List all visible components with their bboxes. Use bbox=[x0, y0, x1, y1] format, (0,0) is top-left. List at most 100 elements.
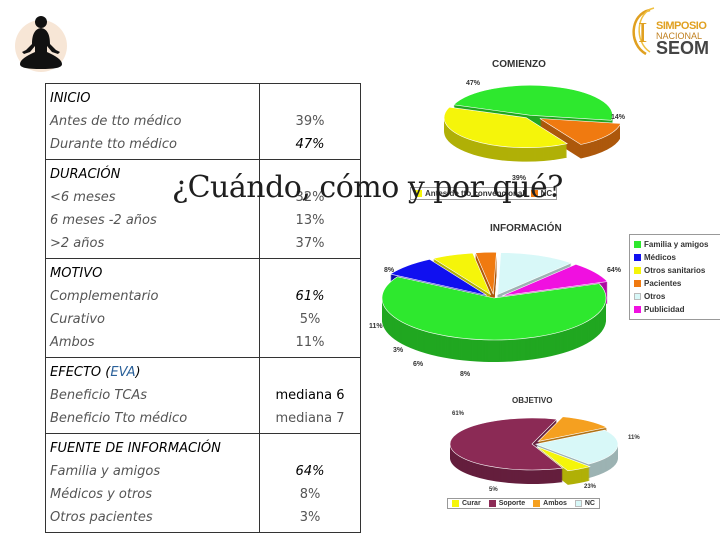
legend-label: Pacientes bbox=[644, 279, 682, 288]
row-label: Otros pacientes bbox=[50, 510, 153, 525]
legend-item: NC bbox=[574, 500, 595, 507]
legend-label: Antes de tto convencional bbox=[425, 189, 525, 198]
legend-label: Soporte bbox=[498, 500, 526, 507]
pie-slice-otros-sanitarios bbox=[432, 252, 492, 296]
section-heading-duracion: DURACIÓN bbox=[50, 167, 121, 182]
seom-swirl-icon bbox=[632, 7, 655, 56]
pie-slice-otros bbox=[497, 252, 573, 295]
row-value: 47% bbox=[295, 137, 325, 152]
chart-title-informacion: INFORMACIÓN bbox=[490, 223, 562, 234]
row-label: 6 meses -2 años bbox=[50, 213, 157, 228]
table-row-duracion: DURACIÓN <6 meses 6 meses -2 años >2 año… bbox=[45, 159, 361, 259]
data-label: 11% bbox=[369, 323, 383, 330]
seom-line2: NACIONAL bbox=[656, 31, 703, 41]
cell-fuente-values: 64% 8% 3% bbox=[259, 433, 361, 533]
pie-slice-nc bbox=[539, 118, 620, 145]
row-value: 3% bbox=[299, 510, 321, 525]
pie-slice-curar bbox=[536, 446, 591, 472]
row-label: Antes de tto médico bbox=[50, 114, 182, 129]
legend-objetivo: Curar Soporte Ambos NC bbox=[447, 498, 600, 509]
row-label: Complementario bbox=[50, 289, 159, 304]
pie-slice-soporte bbox=[449, 417, 564, 471]
row-value: 5% bbox=[299, 312, 321, 327]
table-row-motivo: MOTIVO Complementario Curativo Ambos 61%… bbox=[45, 258, 361, 358]
legend-item: Soporte bbox=[488, 500, 526, 507]
row-value: 32% bbox=[295, 190, 325, 205]
seom-roman: I bbox=[638, 18, 648, 49]
data-label: 23% bbox=[584, 484, 597, 490]
legend-item: Curar bbox=[452, 500, 481, 507]
row-value: 37% bbox=[295, 236, 325, 251]
legend-label: NC bbox=[540, 189, 553, 198]
row-value: 39% bbox=[295, 114, 325, 129]
cell-inicio-labels: INICIO Antes de tto médico Durante tto m… bbox=[45, 83, 260, 160]
cell-fuente-labels: FUENTE DE INFORMACIÓN Familia y amigos M… bbox=[45, 433, 260, 533]
data-label: 3% bbox=[393, 347, 404, 354]
legend-item: Antes de tto convencional bbox=[415, 189, 525, 198]
seom-line1: SIMPOSIO bbox=[656, 20, 707, 32]
legend-item: Publicidad bbox=[634, 303, 718, 316]
section-heading-inicio: INICIO bbox=[50, 91, 91, 106]
cell-inicio-values: 39% 47% bbox=[259, 83, 361, 160]
data-label: 5% bbox=[489, 487, 498, 493]
meditation-figure-icon bbox=[15, 16, 67, 72]
pie-chart-informacion bbox=[381, 251, 609, 362]
pie-slice-m-dicos bbox=[389, 258, 488, 296]
row-label: >2 años bbox=[50, 236, 105, 251]
cell-motivo-labels: MOTIVO Complementario Curativo Ambos bbox=[45, 258, 260, 358]
section-heading-fuente: FUENTE DE INFORMACIÓN bbox=[50, 441, 221, 456]
chart-title-comienzo: COMIENZO bbox=[492, 59, 546, 70]
legend-item: Pacientes bbox=[634, 277, 718, 290]
data-label: 8% bbox=[460, 371, 471, 378]
row-value: 61% bbox=[295, 289, 325, 304]
cell-duracion-labels: DURACIÓN <6 meses 6 meses -2 años >2 año… bbox=[45, 159, 260, 259]
legend-comienzo: Antes de tto convencional NC bbox=[410, 187, 558, 200]
efecto-heading-close: ) bbox=[135, 365, 141, 380]
legend-label: Ambos bbox=[543, 500, 567, 507]
seom-line3: SEOM bbox=[656, 38, 710, 58]
legend-item: NC bbox=[530, 189, 553, 198]
legend-label: Curar bbox=[462, 500, 481, 507]
table-row-fuente: FUENTE DE INFORMACIÓN Familia y amigos M… bbox=[45, 433, 361, 533]
legend-label: Otros bbox=[644, 292, 666, 301]
data-label: 39% bbox=[512, 175, 527, 182]
row-value: mediana 6 bbox=[275, 388, 345, 403]
row-label: Médicos y otros bbox=[50, 487, 153, 502]
row-value: 64% bbox=[295, 464, 325, 479]
legend-label: Publicidad bbox=[644, 305, 685, 314]
section-heading-motivo: MOTIVO bbox=[50, 266, 103, 281]
data-label: 11% bbox=[628, 435, 640, 441]
section-heading-efecto: EFECTO (EVA) bbox=[50, 361, 255, 384]
data-label: 14% bbox=[611, 114, 626, 121]
table-row-efecto: EFECTO (EVA) Beneficio TCAs Beneficio Tt… bbox=[45, 357, 361, 434]
pie-slice-familia-y-amigos bbox=[381, 276, 607, 341]
pie-slice-pacientes bbox=[474, 251, 497, 295]
row-value: 8% bbox=[299, 487, 321, 502]
row-label: Durante tto médico bbox=[50, 137, 177, 152]
row-value: mediana 7 bbox=[275, 411, 345, 426]
data-label: 61% bbox=[452, 411, 465, 417]
eva-text: EVA bbox=[110, 365, 136, 380]
pie-slice-nc bbox=[534, 429, 619, 465]
seom-logo: I SIMPOSIO NACIONAL SEOM bbox=[622, 4, 718, 60]
summary-table: INICIO Antes de tto médico Durante tto m… bbox=[45, 83, 361, 533]
chart-title-objetivo: OBJETIVO bbox=[512, 396, 553, 405]
legend-item: Familia y amigos bbox=[634, 238, 718, 251]
pie-slice-publicidad bbox=[502, 263, 609, 297]
row-label: Beneficio Tto médico bbox=[50, 411, 188, 426]
cell-efecto-labels: EFECTO (EVA) Beneficio TCAs Beneficio Tt… bbox=[45, 357, 260, 434]
row-value: 13% bbox=[295, 213, 325, 228]
legend-label: NC bbox=[584, 500, 595, 507]
legend-item: Otros sanitarios bbox=[634, 264, 718, 277]
cell-motivo-values: 61% 5% 11% bbox=[259, 258, 361, 358]
row-label: Ambos bbox=[50, 335, 95, 350]
pie-slice-antes-de-tto-convencional bbox=[443, 106, 568, 148]
row-value: 11% bbox=[295, 335, 325, 350]
efecto-heading-text: EFECTO ( bbox=[50, 365, 111, 380]
legend-informacion: Familia y amigos Médicos Otros sanitario… bbox=[629, 234, 720, 320]
data-label: 64% bbox=[607, 267, 622, 274]
data-label: 8% bbox=[384, 267, 395, 274]
pie-slice-ambos bbox=[537, 416, 608, 442]
pie-slice-durante-tto-convencional bbox=[453, 85, 613, 121]
legend-label: Familia y amigos bbox=[644, 240, 709, 249]
